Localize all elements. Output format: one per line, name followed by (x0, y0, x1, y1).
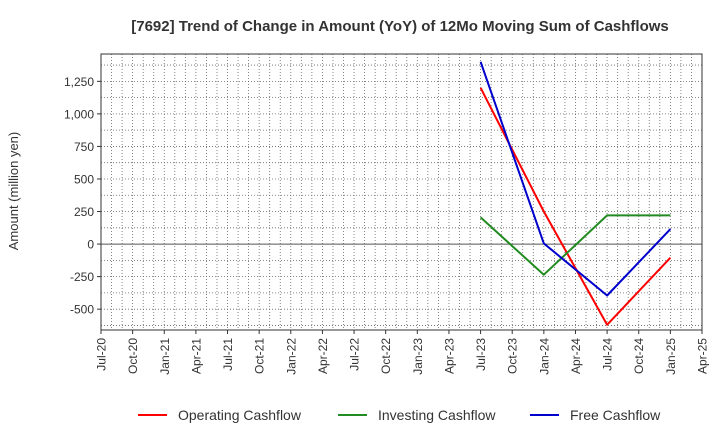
x-tick-label: Apr-25 (696, 338, 710, 374)
x-tick-label: Apr-22 (316, 338, 330, 374)
x-tick-label: Jul-21 (221, 338, 235, 371)
y-tick-labels: -500 -250 0 250 500 750 1,000 1,250 (64, 75, 101, 317)
x-tick-label: Jul-23 (474, 338, 488, 371)
plot-frame (100, 53, 703, 331)
y-tick-label: 1,000 (64, 107, 94, 121)
grid (101, 54, 702, 330)
y-tick-label: -250 (70, 270, 94, 284)
x-tick-labels: Jul-20 Oct-20 Jan-21 Apr-21 Jul-21 Oct-21 Jan-… (95, 330, 710, 375)
chart-title: [7692] Trend of Change in Amount (YoY) o… (131, 18, 669, 35)
x-tick-label: Jul-20 (95, 338, 109, 371)
legend: Operating Cashflow Investing Cashflow Free… (138, 407, 661, 423)
x-tick-label: Apr-21 (189, 338, 203, 374)
x-tick-label: Apr-23 (442, 338, 456, 374)
x-tick-label: Apr-24 (569, 338, 583, 374)
y-tick-label: 0 (87, 238, 94, 252)
x-tick-label: Jan-21 (158, 338, 172, 375)
y-tick-label: 1,250 (64, 75, 94, 89)
y-tick-label: -500 (70, 303, 94, 317)
legend-label: Operating Cashflow (178, 407, 302, 423)
x-tick-label: Oct-21 (253, 338, 267, 374)
x-tick-label: Jul-22 (348, 338, 362, 371)
legend-label: Free Cashflow (570, 407, 661, 423)
y-axis-label: Amount (million yen) (6, 132, 21, 251)
x-tick-label: Jan-25 (664, 338, 678, 375)
series-line-free-cashflow (479, 61, 672, 297)
y-tick-label: 250 (74, 205, 94, 219)
x-tick-label: Jan-23 (411, 338, 425, 375)
x-tick-label: Jul-24 (601, 338, 615, 371)
series-lines (479, 61, 672, 326)
x-tick-label: Oct-22 (379, 338, 393, 374)
x-tick-label: Jan-24 (537, 338, 551, 375)
x-tick-label: Oct-24 (632, 338, 646, 374)
y-tick-label: 750 (74, 140, 94, 154)
x-tick-label: Oct-20 (126, 338, 140, 374)
x-tick-label: Oct-23 (506, 338, 520, 374)
series-line-investing-cashflow (479, 214, 671, 276)
x-tick-label: Jan-22 (284, 338, 298, 375)
y-tick-label: 500 (74, 172, 94, 186)
legend-label: Investing Cashflow (378, 407, 496, 423)
